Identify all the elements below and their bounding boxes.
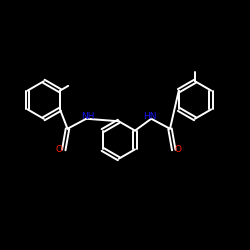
Text: O: O [175,146,182,154]
Text: O: O [56,146,63,154]
Text: NH: NH [81,112,94,121]
Text: HN: HN [143,112,157,121]
